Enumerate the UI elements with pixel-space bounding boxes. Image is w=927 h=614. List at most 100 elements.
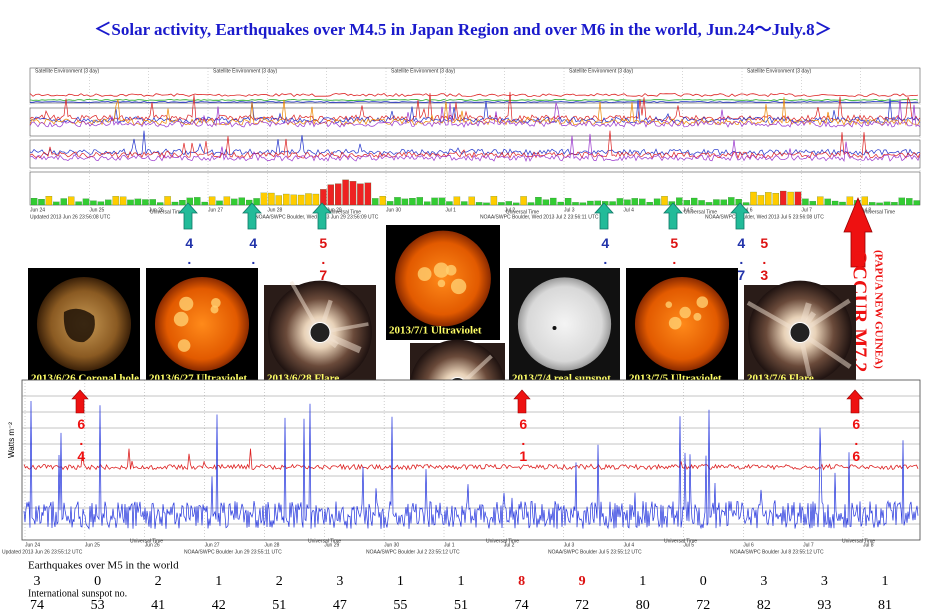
kp-bar	[38, 199, 45, 206]
active-region	[437, 279, 446, 288]
trace	[29, 130, 920, 156]
kp-bar	[208, 196, 216, 206]
kp-bar	[705, 202, 713, 206]
sun-disc	[395, 230, 491, 327]
kp-bar	[891, 202, 898, 206]
kp-bar	[275, 195, 283, 206]
kp-bar	[512, 202, 520, 206]
day-label: Jul 5	[683, 207, 694, 213]
kp-bar	[757, 195, 765, 206]
day-label: Jul 6	[742, 207, 753, 213]
kp-bar	[579, 202, 587, 206]
xray-red	[23, 448, 919, 471]
quake-count: 3	[760, 574, 767, 589]
axis-label: Universal Time	[506, 209, 539, 215]
active-region	[450, 278, 467, 295]
kp-bar	[446, 201, 453, 206]
kp-bar	[520, 196, 527, 206]
kp-bar	[765, 192, 772, 206]
trace	[29, 91, 921, 122]
big-arrow	[843, 196, 873, 268]
kp-bar	[268, 192, 275, 206]
kp-bar	[372, 198, 379, 206]
footer: NOAA/SWPC Boulder, Wed 2013 Jul 2 23:56:…	[480, 214, 599, 220]
kp-bar	[594, 200, 602, 206]
kp-bar	[461, 201, 468, 206]
kp-bar	[498, 202, 505, 206]
kp-bar	[349, 181, 357, 206]
quake-count: 8	[518, 574, 525, 589]
kp-bar	[201, 201, 208, 206]
occulter	[309, 322, 331, 343]
panel-header: Satellite Environment (3 day)	[213, 68, 278, 74]
sun-disc	[517, 277, 612, 371]
kp-bar	[453, 196, 461, 206]
kp-bar	[394, 197, 401, 206]
day-label: Jun 24	[30, 207, 45, 213]
day-label: Jun 24	[25, 542, 40, 548]
kp-bar	[223, 196, 231, 206]
day-label: Jun 30	[384, 542, 399, 548]
trace	[29, 130, 921, 159]
footer: NOAA/SWPC Boulder Jul 8 23:55:12 UTC	[730, 549, 824, 555]
day-label: Jun 26	[145, 542, 160, 548]
sunspot-number: 55	[393, 598, 407, 613]
sunspot-number: 72	[575, 598, 589, 613]
active-region	[173, 311, 189, 327]
sunspot	[552, 326, 557, 330]
kp-bar	[535, 197, 542, 206]
row-label: Earthquakes over M5 in the world	[28, 560, 179, 572]
kp-bar	[690, 197, 698, 206]
footer: Updated 2013 Jun 26 23:55:12 UTC	[2, 549, 83, 555]
kp-bar	[772, 193, 780, 206]
title: ＜Solar activity, Earthquakes over M4.5 i…	[94, 20, 831, 39]
kp-bar	[809, 201, 817, 206]
day-label: Jun 30	[386, 207, 401, 213]
active-region	[417, 267, 432, 281]
kp-bar	[913, 200, 920, 206]
subplot-frame	[29, 67, 921, 104]
kp-bar	[386, 201, 394, 206]
kp-bar	[297, 194, 305, 206]
kp-bar	[216, 200, 223, 206]
active-region	[445, 264, 457, 276]
kp-bar	[527, 202, 535, 206]
occulter	[789, 322, 811, 343]
kp-bar	[260, 192, 268, 206]
kp-bar	[876, 202, 883, 206]
kp-bar	[564, 198, 572, 206]
quake-count: 2	[276, 574, 283, 589]
kp-bar	[90, 200, 97, 206]
day-label: Jul 3	[564, 542, 575, 548]
kp-bar	[342, 179, 349, 206]
day-label: Jul 5	[683, 542, 694, 548]
green-arrow	[594, 202, 614, 230]
coronal-hole	[63, 308, 95, 343]
axis-label: Universal Time	[862, 209, 895, 215]
axis-title: Universal Time	[486, 538, 519, 544]
kp-bar	[364, 182, 372, 206]
top-panel: Satellite Environment (3 day) Satellite E…	[29, 67, 921, 372]
quake-count: 0	[94, 574, 101, 589]
sunspot-number: 74	[30, 598, 44, 613]
kp-bar	[846, 196, 854, 206]
kp-bar	[728, 197, 735, 206]
xray-blue	[23, 400, 919, 530]
kp-bar	[97, 201, 105, 206]
active-region	[433, 262, 449, 278]
kp-bar	[283, 193, 290, 206]
kp-bar	[868, 202, 876, 206]
active-region	[696, 296, 709, 308]
kp-bar	[105, 199, 112, 206]
sunspot-number: 74	[515, 598, 529, 613]
quake-label: 5.7	[315, 235, 331, 283]
sunspot-number: 51	[454, 598, 468, 613]
kp-bar	[431, 197, 438, 206]
day-label: Jun 29	[327, 207, 342, 213]
day-label: Jul 4	[624, 542, 635, 548]
sunspot-number: 82	[757, 598, 771, 613]
day-label: Jul 7	[801, 207, 812, 213]
kp-bar	[438, 197, 446, 206]
kp-bar	[246, 199, 253, 206]
quake-count: 1	[397, 574, 404, 589]
